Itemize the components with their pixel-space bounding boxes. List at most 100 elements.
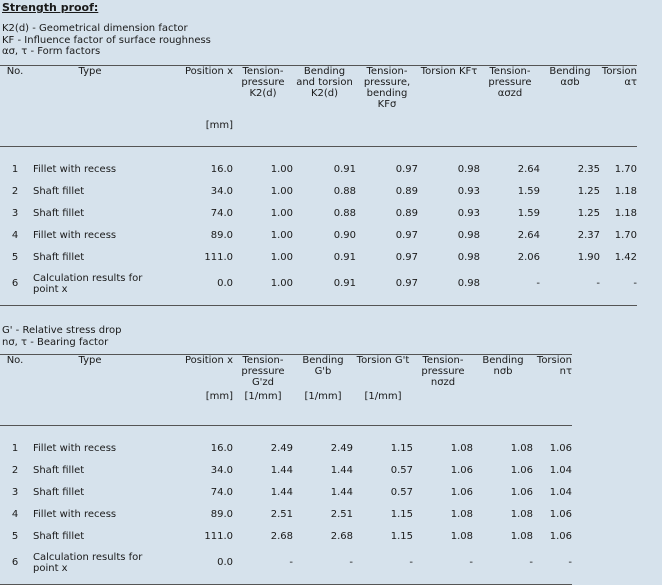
cell-type: Fillet with recess xyxy=(33,509,117,520)
table-header-row: No. Type Position x Tension-pressure K2(… xyxy=(0,66,637,116)
cell-value: 1.42 xyxy=(614,252,637,263)
cell-type: Fillet with recess xyxy=(33,164,117,175)
legend-line: KF - Influence factor of surface roughne… xyxy=(2,34,211,46)
cell-no: 4 xyxy=(11,230,19,241)
cell-value: 111.0 xyxy=(204,252,233,263)
table-row: 3 Shaft fillet 74.0 1.00 0.88 0.89 0.93 1.59 1.2… xyxy=(0,203,637,225)
table-units-row: [mm] [1/mm] [1/mm] [1/mm] xyxy=(0,391,572,425)
legend-line: G' - Relative stress drop xyxy=(2,325,122,336)
header-tension-gzd: Tension-pressure G'zd xyxy=(241,355,285,388)
cell-value: 0.91 xyxy=(333,164,356,175)
cell-value: 0.0 xyxy=(217,278,233,289)
cell-value: 0.93 xyxy=(457,208,480,219)
cell-no: 6 xyxy=(11,557,19,568)
cell-value: - xyxy=(633,278,637,289)
cell-type: Calculation results for point x xyxy=(33,272,143,295)
cell-value: 2.06 xyxy=(517,252,540,263)
cell-value: 1.00 xyxy=(270,164,293,175)
table-header-row: No. Type Position x Tension-pressure G'z… xyxy=(0,355,572,391)
cell-value: 1.06 xyxy=(510,465,533,476)
cell-value: 1.00 xyxy=(270,186,293,197)
table-row: 6 Calculation results for point x 0.0 1.00 0… xyxy=(0,269,637,299)
cell-value: 1.18 xyxy=(614,208,637,219)
cell-no: 2 xyxy=(11,465,19,476)
cell-value: 2.35 xyxy=(577,164,600,175)
cell-value: 1.44 xyxy=(270,487,293,498)
cell-value: 89.0 xyxy=(210,230,233,241)
cell-no: 4 xyxy=(11,509,19,520)
cell-value: 1.15 xyxy=(390,509,413,520)
cell-value: 0.57 xyxy=(390,465,413,476)
header-torsion-gt: Torsion G't xyxy=(356,355,410,366)
table-row: 5 Shaft fillet 111.0 1.00 0.91 0.97 0.98 2.06 1.… xyxy=(0,247,637,269)
cell-value: 0.90 xyxy=(333,230,356,241)
table-row: 3 Shaft fillet 74.0 1.44 1.44 0.57 1.06 1.06 1.0… xyxy=(0,482,572,504)
cell-value: - xyxy=(529,557,533,568)
cell-value: 2.37 xyxy=(577,230,600,241)
table-row: 1 Fillet with recess 16.0 2.49 2.49 1.15 1.08 1… xyxy=(0,438,572,460)
page-title: Strength proof: xyxy=(2,1,99,14)
cell-value: - xyxy=(409,557,413,568)
cell-type: Shaft fillet xyxy=(33,465,85,476)
table-row: 5 Shaft fillet 111.0 2.68 2.68 1.15 1.08 1.08 1.… xyxy=(0,526,572,548)
cell-value: 0.91 xyxy=(333,252,356,263)
cell-value: 1.06 xyxy=(549,509,572,520)
cell-value: 0.98 xyxy=(457,278,480,289)
cell-value: 34.0 xyxy=(210,465,233,476)
cell-value: 1.08 xyxy=(510,443,533,454)
cell-value: 1.44 xyxy=(330,465,353,476)
cell-value: - xyxy=(349,557,353,568)
cell-no: 5 xyxy=(11,252,19,263)
cell-no: 3 xyxy=(11,487,19,498)
table-row: 2 Shaft fillet 34.0 1.44 1.44 0.57 1.06 1.06 1.0… xyxy=(0,460,572,482)
cell-value: 34.0 xyxy=(210,186,233,197)
cell-value: 0.97 xyxy=(395,164,418,175)
cell-type: Shaft fillet xyxy=(33,252,85,263)
factors-table: No. Type Position x Tension-pressure K2(… xyxy=(0,65,637,306)
cell-value: 16.0 xyxy=(210,443,233,454)
header-n-t: Torsion nτ xyxy=(536,355,572,377)
cell-no: 1 xyxy=(11,443,19,454)
cell-value: 2.68 xyxy=(270,531,293,542)
cell-type: Shaft fillet xyxy=(33,208,85,219)
cell-value: 0.98 xyxy=(457,252,480,263)
table-row: 4 Fillet with recess 89.0 2.51 2.51 1.15 1.08 1… xyxy=(0,504,572,526)
legend-line: K2(d) - Geometrical dimension factor xyxy=(2,23,188,34)
cell-type: Fillet with recess xyxy=(33,230,117,241)
cell-value: 1.00 xyxy=(270,278,293,289)
cell-value: 1.06 xyxy=(549,531,572,542)
header-alpha-sb: Bending ασb xyxy=(549,66,591,88)
cell-value: - xyxy=(596,278,600,289)
table-row: 2 Shaft fillet 34.0 1.00 0.88 0.89 0.93 1.59 1.2… xyxy=(0,181,637,203)
cell-value: 2.64 xyxy=(517,230,540,241)
cell-type: Shaft fillet xyxy=(33,531,85,542)
cell-value: 1.08 xyxy=(450,443,473,454)
cell-value: 74.0 xyxy=(210,208,233,219)
cell-value: 0.0 xyxy=(217,557,233,568)
cell-value: 1.90 xyxy=(577,252,600,263)
cell-value: 1.25 xyxy=(577,208,600,219)
cell-value: - xyxy=(469,557,473,568)
table-units-row: [mm] xyxy=(0,116,637,146)
cell-type: Calculation results for point x xyxy=(33,551,143,574)
cell-value: 0.93 xyxy=(457,186,480,197)
cell-value: 16.0 xyxy=(210,164,233,175)
header-no: No. xyxy=(6,355,24,366)
cell-value: 1.04 xyxy=(549,487,572,498)
cell-value: 2.68 xyxy=(330,531,353,542)
cell-value: 0.98 xyxy=(457,230,480,241)
header-bending-torsion-k2d: Bending and torsion K2(d) xyxy=(296,66,353,99)
cell-value: 0.88 xyxy=(333,208,356,219)
cell-value: 74.0 xyxy=(210,487,233,498)
cell-no: 5 xyxy=(11,531,19,542)
cell-value: 1.08 xyxy=(510,531,533,542)
cell-value: 2.64 xyxy=(517,164,540,175)
cell-value: 0.88 xyxy=(333,186,356,197)
legend-factors: K2(d) - Geometrical dimension factor KF … xyxy=(2,23,211,58)
header-n-sb: Bending nσb xyxy=(482,355,524,377)
header-kf-sigma: Tension-pressure, bending KFσ xyxy=(363,66,411,110)
header-kf-tau: Torsion KFτ xyxy=(420,66,478,77)
cell-value: 0.97 xyxy=(395,252,418,263)
header-no: No. xyxy=(6,66,24,77)
cell-value: 1.59 xyxy=(517,208,540,219)
